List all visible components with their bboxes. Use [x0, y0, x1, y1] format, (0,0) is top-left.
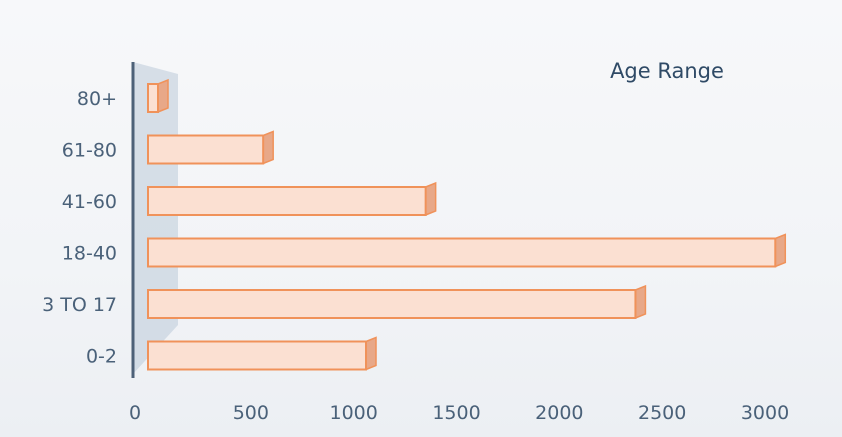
- bar-61-80: [147, 130, 274, 165]
- bar-front: [147, 134, 265, 165]
- bar-front: [147, 340, 368, 371]
- bar-side: [424, 181, 437, 217]
- x-tick-labels: 0 500 1000 1500 2000 2500 3000: [129, 402, 789, 424]
- bar-0-2: [147, 336, 377, 371]
- bar-side: [634, 284, 647, 320]
- bar-80-: [147, 78, 169, 114]
- bar-side: [365, 336, 377, 371]
- bar-18-40: [147, 233, 787, 268]
- bar-3-to-17: [147, 284, 647, 320]
- chart-title: Age Range: [610, 59, 724, 83]
- x-tick-label: 3000: [741, 402, 789, 424]
- bar-front: [147, 83, 159, 113]
- x-tick-label: 2500: [638, 402, 686, 424]
- category-label: 0-2: [86, 346, 117, 368]
- bar-front: [147, 237, 777, 268]
- bar-41-60: [147, 181, 437, 217]
- category-label: 41-60: [62, 191, 117, 213]
- category-labels: 80+ 61-80 41-60 18-40 3 TO 17 0-2: [42, 88, 117, 368]
- category-label: 18-40: [62, 243, 117, 265]
- bar-front: [147, 289, 637, 319]
- category-label: 61-80: [62, 140, 117, 162]
- x-tick-label: 500: [233, 402, 269, 424]
- x-tick-label: 0: [129, 402, 141, 424]
- x-tick-label: 2000: [535, 402, 583, 424]
- x-tick-label: 1000: [329, 402, 377, 424]
- x-tick-label: 1500: [432, 402, 480, 424]
- bar-side: [157, 78, 169, 114]
- category-label: 3 TO 17: [42, 294, 117, 316]
- bars-group: [147, 78, 787, 371]
- bar-side: [774, 233, 787, 268]
- bar-side: [262, 130, 274, 165]
- category-label: 80+: [77, 88, 117, 110]
- bar-front: [147, 186, 427, 216]
